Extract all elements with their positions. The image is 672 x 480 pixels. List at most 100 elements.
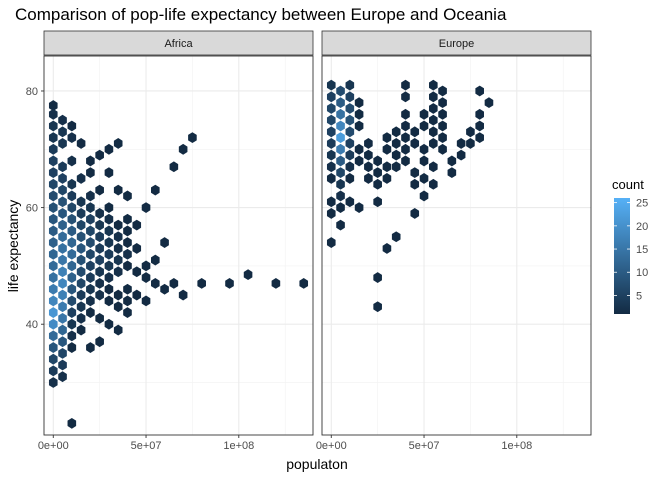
x-tick-label: 1e+08	[223, 440, 254, 452]
hexbin-cell	[58, 278, 67, 289]
hexbin-cell	[299, 278, 309, 289]
facet-strip	[321, 30, 592, 56]
hexbin-cell	[86, 342, 95, 353]
hexbin-cell	[76, 266, 86, 278]
hexbin-cell	[67, 213, 77, 225]
hexbin-cell	[429, 138, 438, 149]
hexbin-cell	[410, 178, 420, 190]
hexbin-cell	[58, 359, 67, 371]
legend-colorbar	[614, 198, 630, 314]
hexbin-cell	[95, 231, 104, 243]
hexbin-cell	[336, 202, 345, 213]
hexbin-cell	[345, 138, 355, 149]
hexbin-cell	[58, 312, 67, 324]
hexbin-cell	[104, 167, 114, 179]
hexbin-cell	[429, 79, 438, 91]
hexbin-cell	[104, 202, 114, 213]
hexbin-cell	[438, 97, 447, 109]
hexbin-cell	[401, 91, 410, 103]
hexbin-cell	[48, 132, 58, 144]
hexbin-cell	[141, 202, 151, 213]
hexbin-cell	[67, 120, 77, 132]
hexbin-cell	[58, 289, 67, 301]
hexbin-cell	[67, 202, 77, 213]
hexbin-cell	[113, 231, 123, 243]
panel-border	[321, 55, 592, 436]
hexbin-cell	[86, 202, 95, 213]
facet-strip	[43, 30, 314, 56]
hexbin-cell	[429, 126, 438, 138]
hexbin-cell	[123, 283, 132, 295]
hexbin-cell	[345, 91, 355, 103]
hexbin-cell	[104, 225, 114, 237]
hexbin-cell	[58, 324, 67, 336]
hexbin-cell	[410, 138, 420, 149]
hexbin-cell	[401, 108, 410, 120]
hexbin-cell	[95, 336, 104, 348]
hexbin-cell	[86, 237, 95, 248]
legend-title: count	[612, 177, 644, 192]
hexbin-cell	[438, 85, 447, 97]
hexbin-cell	[76, 301, 86, 313]
hexbin-cell	[326, 161, 336, 173]
hexbin-cell	[58, 196, 67, 208]
hexbin-cell	[336, 219, 345, 231]
hexbin-cell	[95, 219, 104, 231]
hexbin-cell	[326, 208, 336, 219]
hexbin-cell	[48, 353, 58, 365]
hexbin-cell	[466, 126, 475, 138]
hexbin-cell	[169, 161, 179, 173]
hexbin-cell	[326, 91, 336, 103]
hexbin-cell	[354, 120, 364, 132]
hexbin-cell	[67, 318, 77, 330]
hexbin-cell	[67, 132, 77, 144]
hexbin-cell	[132, 243, 142, 254]
hexbin-cell	[123, 225, 132, 237]
hexbin-cell	[48, 178, 58, 190]
x-tick-label: 0e+00	[316, 440, 347, 452]
hexbin-cell	[326, 149, 336, 161]
hexbin-cell	[151, 184, 160, 196]
hexbin-cell	[151, 254, 160, 266]
hexbin-cell	[86, 213, 95, 225]
x-tick-label: 5e+07	[409, 440, 440, 452]
hexbin-cell	[326, 126, 336, 138]
hexbin-cell	[160, 283, 169, 295]
hexbin-cell	[76, 231, 86, 243]
x-axis-title: populaton	[286, 456, 348, 472]
hexbin-cell	[391, 149, 401, 161]
hexbin-cell	[354, 202, 364, 213]
hexbin-cell	[67, 248, 77, 260]
hexbin-cell	[336, 155, 345, 167]
hexbin-cell	[58, 243, 67, 254]
hexbin-cell	[419, 108, 429, 120]
y-tick-label: 60	[26, 203, 38, 215]
hexbin-cell	[373, 155, 382, 167]
hexbin-cell	[48, 190, 58, 202]
hexbin-cell	[410, 167, 420, 179]
hexbin-cell	[95, 184, 104, 196]
hexbin-cell	[151, 278, 160, 289]
hexbin-cell	[76, 243, 86, 254]
hexbin-cell	[104, 237, 114, 248]
hexbin-cell	[326, 196, 336, 208]
hexbin-cell	[104, 248, 114, 260]
hexbin-cell	[67, 237, 77, 248]
hexbin-cell	[58, 138, 67, 149]
hexbin-cell	[132, 266, 142, 278]
hexbin-cell	[58, 336, 67, 348]
legend-tick-label: 5	[636, 290, 642, 302]
hexbin-cell	[373, 272, 382, 283]
hexbin-cell	[373, 178, 382, 190]
x-tick-label: 5e+07	[131, 440, 162, 452]
hexbin-cell	[429, 161, 438, 173]
hexbin-cell	[58, 208, 67, 219]
facet-panel-europe: Europe 0e+00 5e+07 1e+08	[316, 30, 592, 452]
hexbin-cell	[104, 295, 114, 307]
hexbin-cell	[67, 225, 77, 237]
hexbin-cell	[67, 307, 77, 318]
hexbin-cell	[48, 295, 58, 307]
hexbin-cell	[104, 283, 114, 295]
hexbin-cell	[345, 79, 355, 91]
hexbin-cell	[447, 155, 457, 167]
